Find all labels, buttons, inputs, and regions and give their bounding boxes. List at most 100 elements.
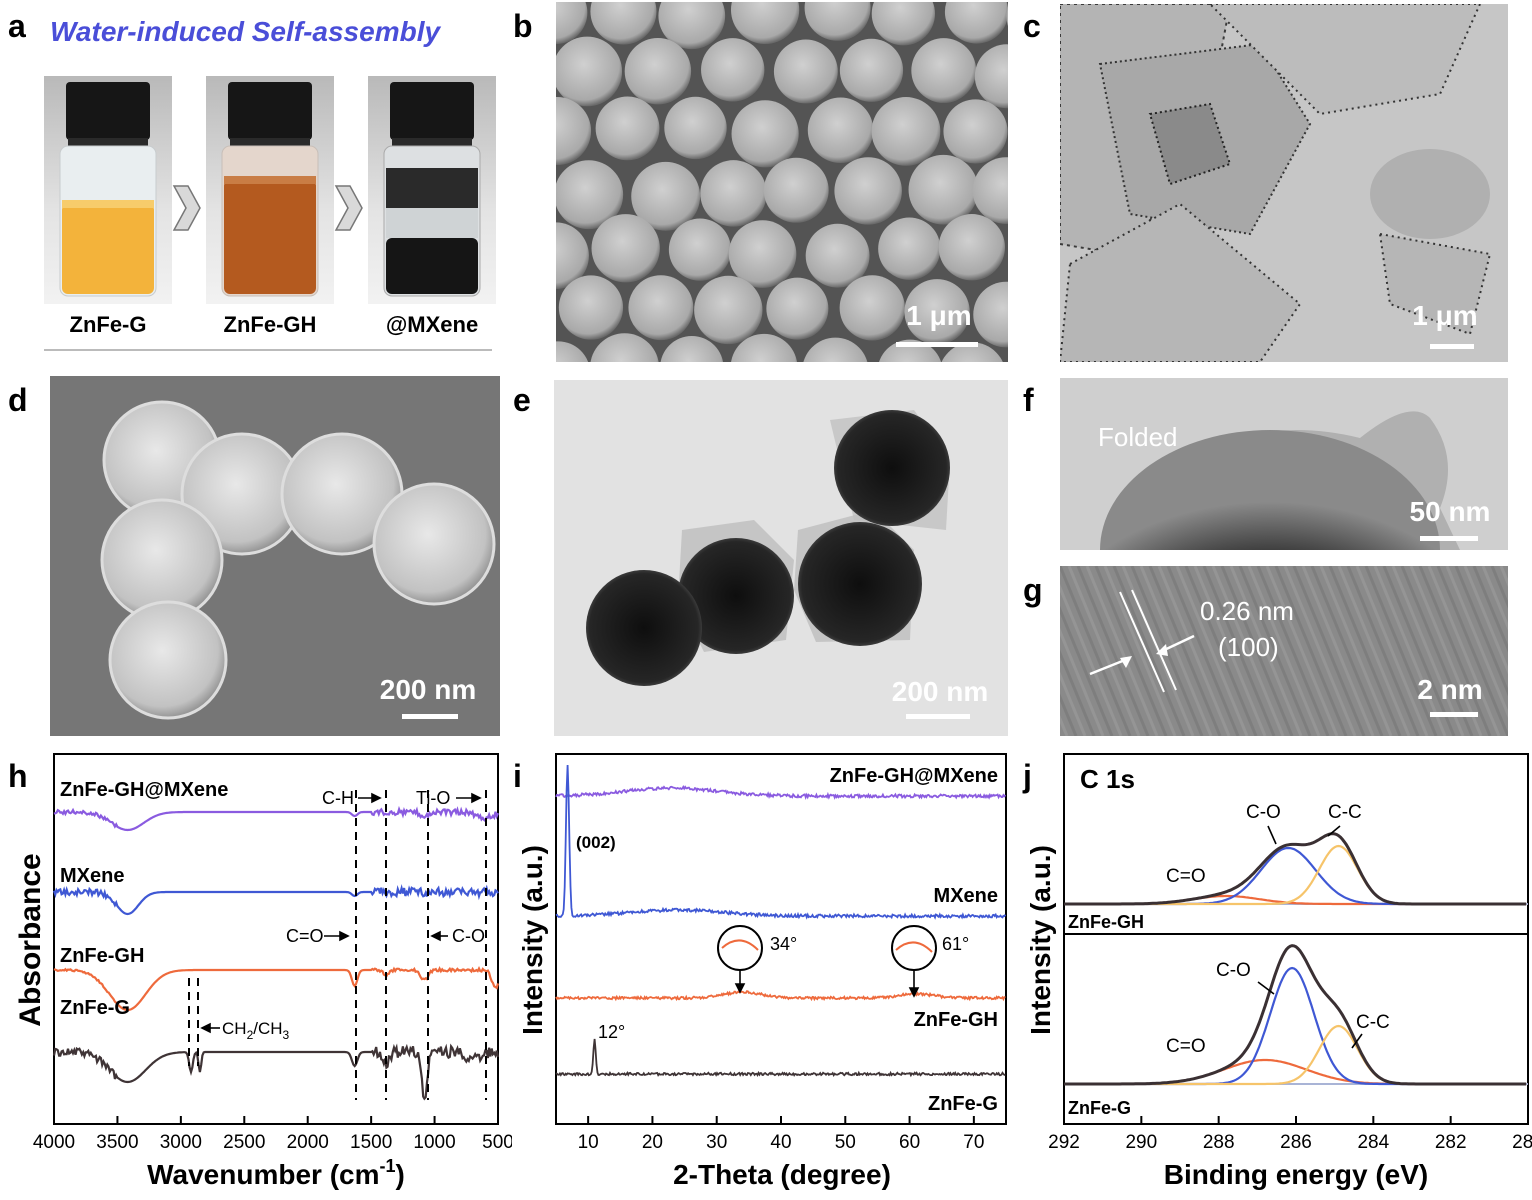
panel-h-ftir-chart: 4000 3500 3000 2500 2000 1500 1000 500 Absorban… [0, 752, 512, 1200]
panel-b-scalebar-label: 1 μm [906, 300, 972, 331]
x-tick-label: 10 [578, 1132, 599, 1153]
sphere [766, 277, 829, 340]
fringe [1472, 566, 1508, 653]
fringe [1445, 566, 1508, 719]
xrd-label-znfe-gh: ZnFe-GH [914, 1009, 998, 1031]
panel-g-scalebar [1430, 712, 1478, 717]
tem-sheets-svg [1060, 4, 1492, 362]
x-tick-label: 60 [899, 1132, 920, 1153]
sphere [694, 275, 763, 345]
sphere [807, 97, 874, 164]
sphere [556, 160, 624, 230]
xps-g-cdo: C=O [1166, 1036, 1206, 1057]
x-tick-label: 3500 [96, 1132, 138, 1153]
xps-xlabel: Binding energy (eV) [1164, 1159, 1428, 1190]
fringe [1373, 566, 1447, 736]
sphere [1006, 6, 1008, 27]
lattice-plane-annotation: (100) [1218, 632, 1279, 662]
x-tick-label: 284 [1357, 1132, 1389, 1153]
panel-a: Water-induced Self-assembly [40, 10, 500, 355]
lattice-fringes-svg [1060, 566, 1508, 736]
xps-ylabel: Intensity (a.u.) [1025, 845, 1056, 1035]
fringe [1166, 566, 1240, 736]
x-tick-label: 500 [482, 1132, 512, 1153]
fringe [1139, 566, 1213, 736]
sphere [558, 275, 624, 340]
x-tick-label: 282 [1435, 1132, 1467, 1153]
fringe [1436, 566, 1508, 736]
xrd-label-mxene: MXene [934, 885, 998, 907]
sphere [731, 100, 799, 168]
fringe [1301, 566, 1375, 736]
panel-c-scalebar [1430, 344, 1474, 349]
fringe [1337, 566, 1411, 736]
sphere [628, 275, 694, 341]
xps-frame [1063, 753, 1529, 1125]
panel-c-tem-image: 1 μm [1060, 4, 1508, 362]
panel-c-scalebar-label: 1 μm [1412, 300, 1478, 331]
xps-svg: 292 290 288 286 284 282 280 C 1s Intensity (a.… [1025, 753, 1532, 1190]
sphere [658, 2, 726, 50]
sphere [590, 333, 659, 362]
panel-label-d: d [8, 382, 28, 418]
vial-zngel [44, 76, 172, 304]
x-tick-label: 290 [1125, 1132, 1157, 1153]
panel-label-a: a [8, 8, 26, 44]
panel-label-c: c [1023, 8, 1041, 44]
sphere [595, 96, 660, 161]
fringe [1265, 566, 1339, 736]
ftir-ch-annot: C-H [322, 788, 354, 808]
sphere [590, 2, 657, 45]
sem-wrapped-spheres-svg [100, 400, 496, 720]
fringe [1060, 671, 1087, 736]
fringe [1247, 566, 1321, 736]
fringe [1060, 566, 1132, 736]
sem-spheres-svg [556, 2, 1008, 362]
xrd-series-znfe-g [555, 1038, 1006, 1078]
fringe [1094, 566, 1168, 736]
ftir-ch2-annot: CH2/CH3 [222, 1019, 290, 1042]
ftir-frame [53, 753, 499, 1125]
xrd-xlabel: 2-Theta (degree) [673, 1159, 891, 1190]
panel-d-scalebar-label: 200 nm [379, 674, 477, 705]
fringe [1364, 566, 1438, 736]
folded-annotation: Folded [1098, 422, 1178, 452]
vials-svg [44, 76, 496, 351]
panel-d-scalebar [402, 714, 458, 719]
fringe [1229, 566, 1303, 736]
xrd-series-mxene [555, 764, 1007, 920]
panel-a-title: Water-induced Self-assembly [50, 16, 441, 47]
xrd-svg: 10 20 30 40 50 60 70 Intensity (a.u.) 2-Theta … [517, 753, 1007, 1190]
fringe [1310, 566, 1384, 736]
panel-f-tem-image: Folded 50 nm [1060, 378, 1508, 550]
sphere [972, 157, 1008, 224]
fringe [1283, 566, 1357, 736]
xps-g-cc: C-C [1356, 1012, 1390, 1033]
fringe [1112, 566, 1186, 736]
fringe [1060, 693, 1078, 736]
sphere [556, 222, 589, 290]
fringe [1292, 566, 1366, 736]
ftir-xlabel: Wavenumber (cm-1) [147, 1156, 405, 1190]
panel-label-f: f [1023, 382, 1034, 418]
panel-f-scalebar [1420, 536, 1478, 541]
fringe [1103, 566, 1177, 736]
panel-b-sem-image: 1 μm [556, 2, 1008, 362]
x-tick-label: 288 [1203, 1132, 1235, 1153]
xps-gh-cdo: C=O [1166, 866, 1206, 887]
sphere [944, 2, 1008, 44]
fringe [1328, 566, 1402, 736]
sphere [803, 337, 868, 362]
xps-sub-label-znfe-g: ZnFe-G [1068, 1098, 1131, 1118]
xrd-34-annot: 34° [770, 934, 797, 954]
panel-e-scalebar-label: 200 nm [891, 676, 989, 707]
xps-gh-co [1064, 846, 1527, 906]
xrd-label-mxene-composite: ZnFe-GH@MXene [830, 765, 998, 787]
ftir-series-znfe-gh [53, 966, 500, 1012]
sphere [839, 275, 905, 341]
fringe [1400, 566, 1474, 736]
panel-label-e: e [513, 382, 531, 418]
ftir-co-annot: C-O [452, 926, 485, 946]
fringe [1274, 566, 1348, 736]
x-tick-label: 30 [706, 1132, 727, 1153]
